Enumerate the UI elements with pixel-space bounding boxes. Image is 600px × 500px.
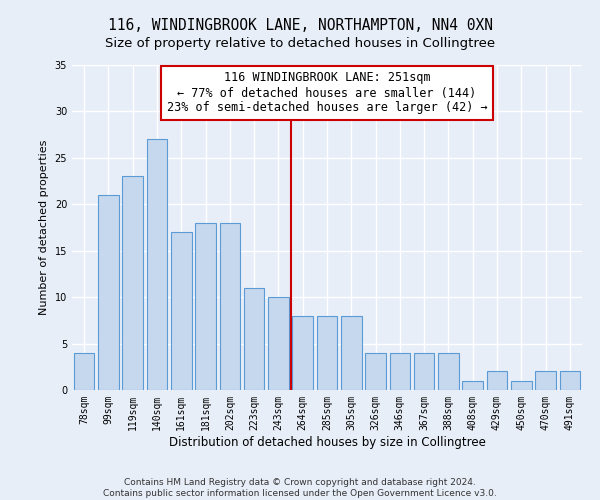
Bar: [487, 372, 508, 390]
Bar: [341, 316, 362, 390]
Bar: [317, 316, 337, 390]
Text: 116, WINDINGBROOK LANE, NORTHAMPTON, NN4 0XN: 116, WINDINGBROOK LANE, NORTHAMPTON, NN4…: [107, 18, 493, 32]
Bar: [438, 353, 459, 390]
Bar: [535, 372, 556, 390]
Y-axis label: Number of detached properties: Number of detached properties: [39, 140, 49, 315]
Bar: [74, 353, 94, 390]
Text: Size of property relative to detached houses in Collingtree: Size of property relative to detached ho…: [105, 38, 495, 51]
Bar: [122, 176, 143, 390]
Bar: [292, 316, 313, 390]
Bar: [268, 297, 289, 390]
Bar: [244, 288, 265, 390]
Bar: [560, 372, 580, 390]
Bar: [389, 353, 410, 390]
Bar: [220, 223, 240, 390]
Bar: [98, 195, 119, 390]
Bar: [463, 380, 483, 390]
Bar: [511, 380, 532, 390]
Text: Contains HM Land Registry data © Crown copyright and database right 2024.
Contai: Contains HM Land Registry data © Crown c…: [103, 478, 497, 498]
Bar: [365, 353, 386, 390]
Bar: [146, 140, 167, 390]
Bar: [414, 353, 434, 390]
Text: 116 WINDINGBROOK LANE: 251sqm
← 77% of detached houses are smaller (144)
23% of : 116 WINDINGBROOK LANE: 251sqm ← 77% of d…: [167, 72, 487, 114]
X-axis label: Distribution of detached houses by size in Collingtree: Distribution of detached houses by size …: [169, 436, 485, 448]
Bar: [195, 223, 216, 390]
Bar: [171, 232, 191, 390]
